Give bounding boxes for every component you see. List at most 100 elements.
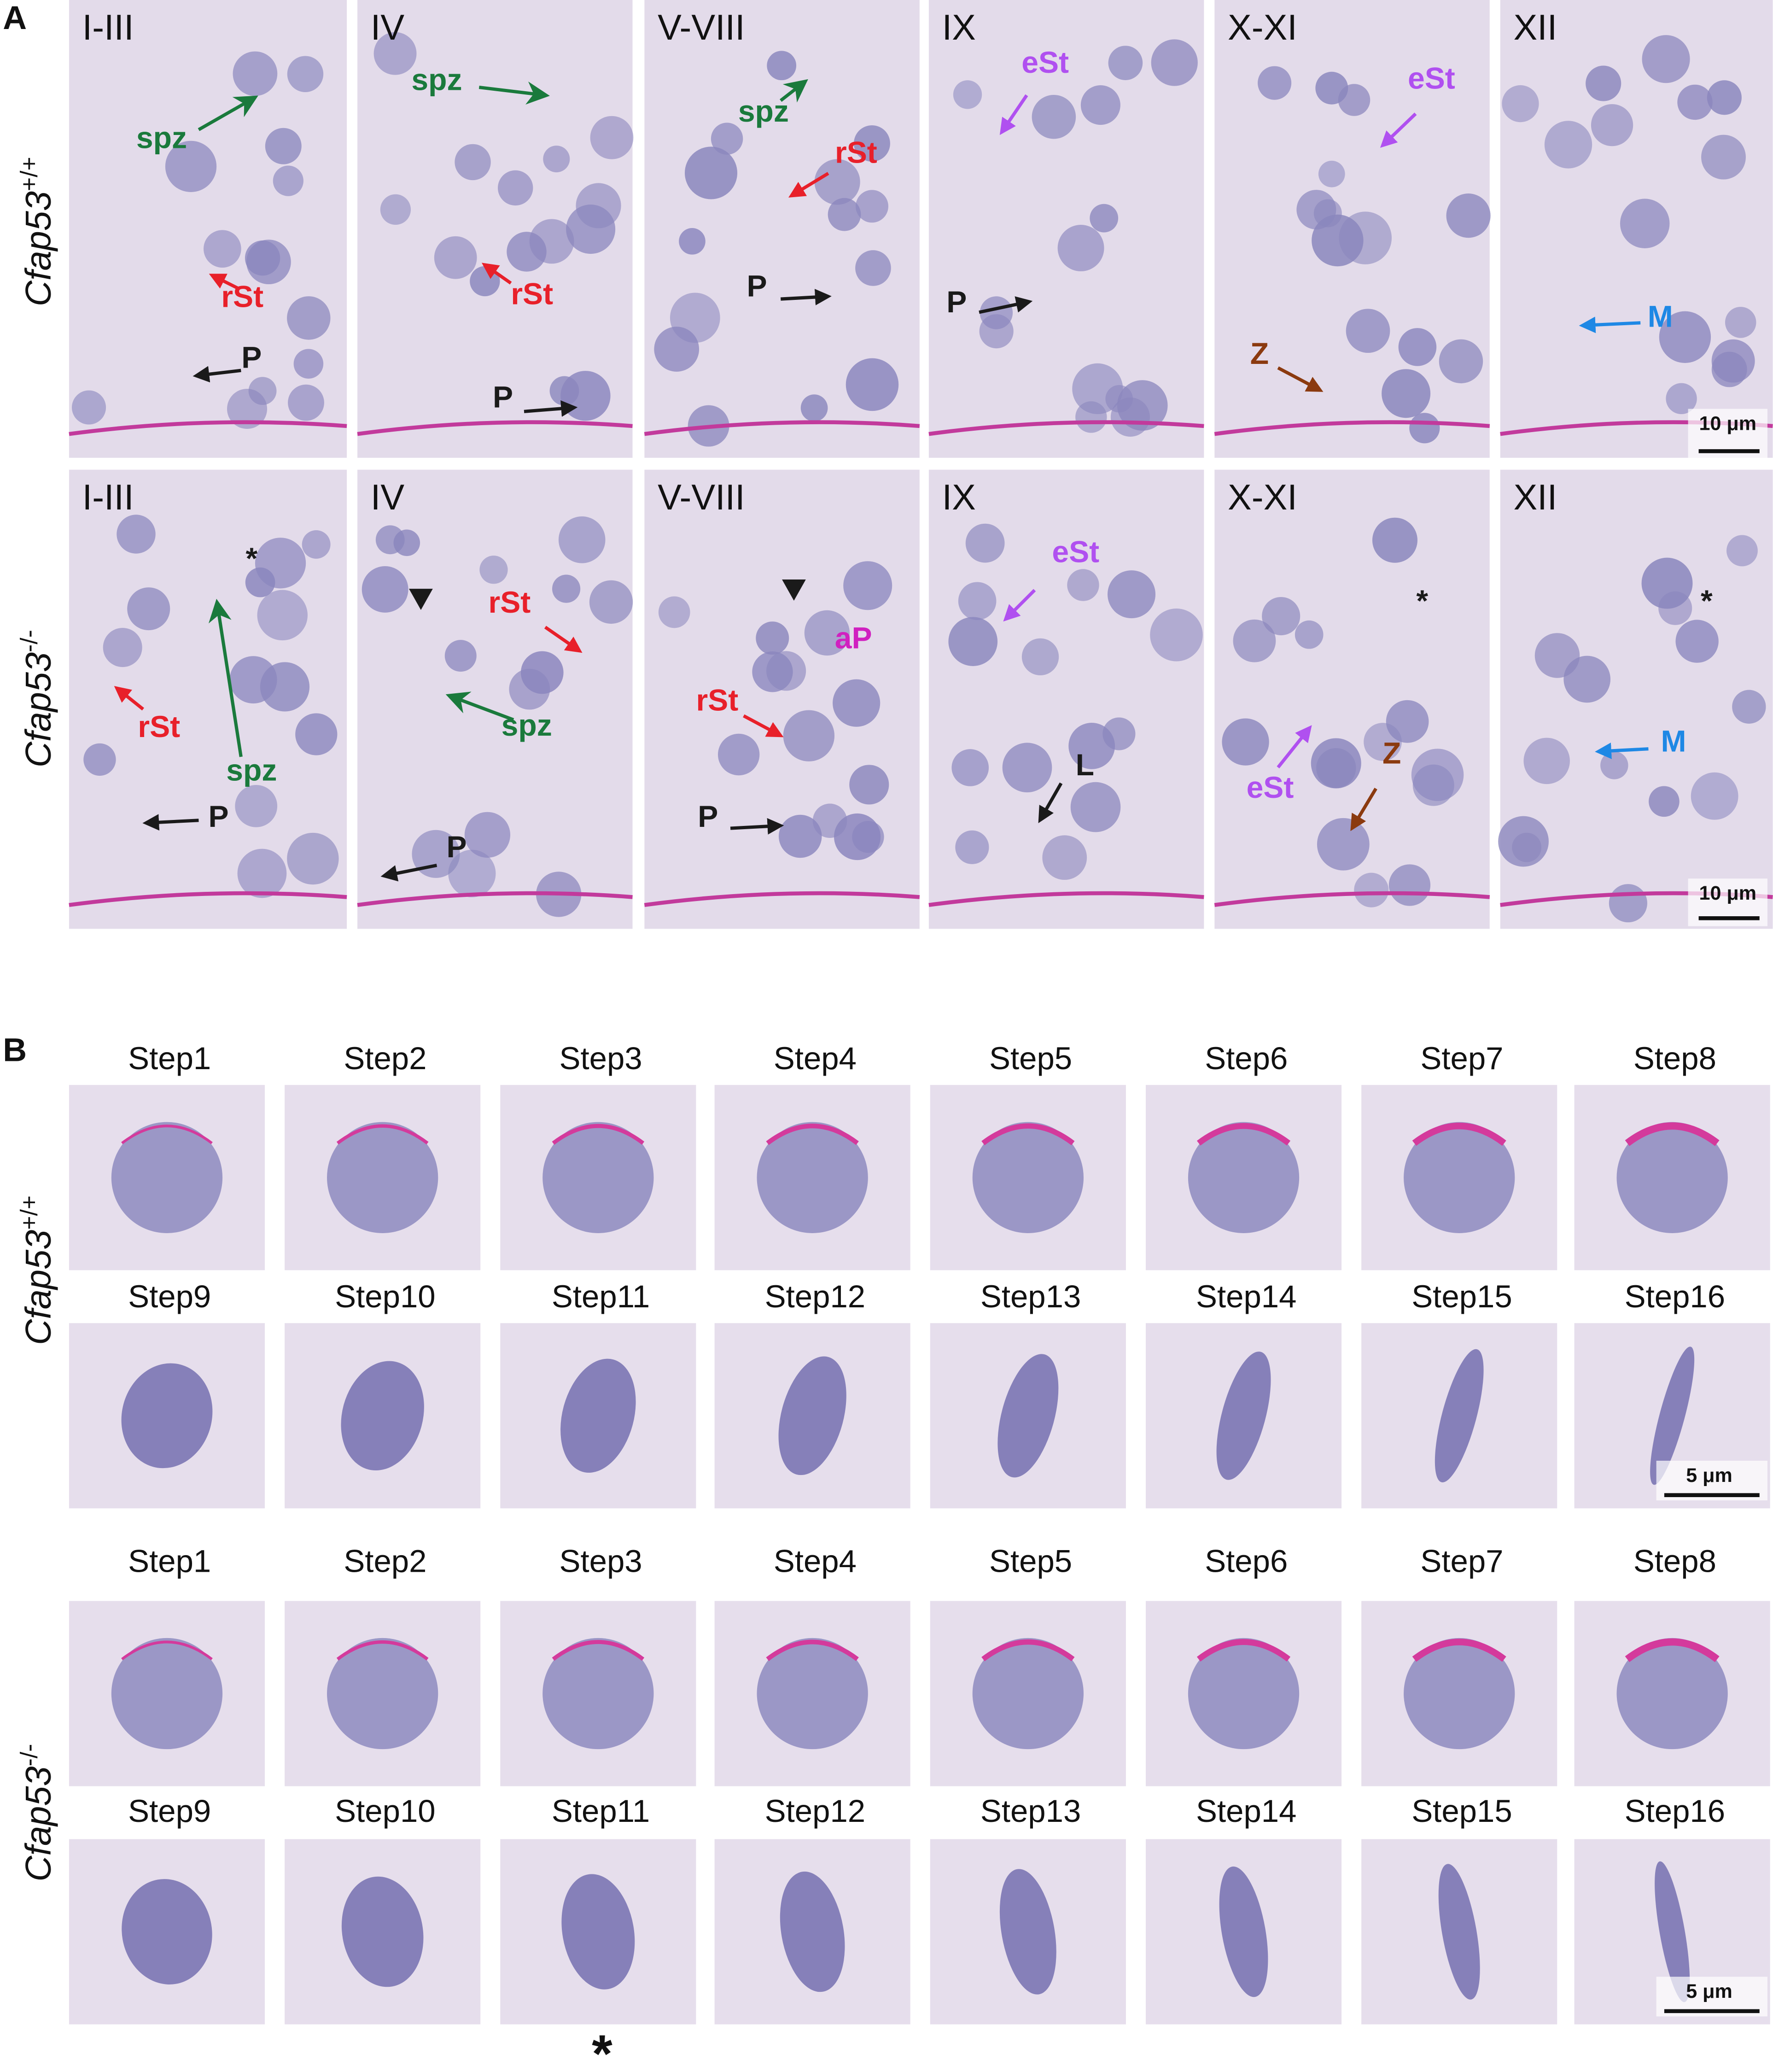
nucleus: [1107, 570, 1156, 619]
scale-bar-label: 10 μm: [1699, 412, 1757, 434]
step-label: Step9: [128, 1279, 211, 1314]
nucleus: [1642, 35, 1690, 83]
nucleus: [1404, 1122, 1515, 1233]
nucleus: [237, 849, 287, 898]
stage-label: IX: [942, 8, 976, 47]
nucleus: [800, 394, 828, 421]
step-label: Step4: [774, 1543, 857, 1579]
genotype-superscript: -/-: [16, 1744, 42, 1767]
annotation: rSt: [835, 135, 877, 169]
acrosome: [336, 1640, 429, 1661]
nucleus: [560, 371, 611, 421]
genotype-label: Cfap53-/-: [16, 1744, 58, 1882]
nucleus: [111, 1122, 223, 1233]
acrosome: [981, 1639, 1075, 1662]
arrow: [1595, 743, 1649, 759]
nucleus: [1070, 782, 1121, 832]
acrosome: [552, 1124, 645, 1145]
nucleus: [1398, 328, 1437, 366]
nucleus: [1295, 620, 1324, 649]
nucleus: [1586, 65, 1621, 101]
nucleus: [246, 240, 291, 285]
nucleus: [658, 596, 690, 628]
nucleus: [103, 628, 142, 667]
basement-membrane: [69, 420, 347, 436]
arrow: [1277, 366, 1324, 392]
nucleus: [1315, 71, 1348, 105]
arrow: [780, 79, 808, 103]
acrosome: [336, 1124, 429, 1145]
step-label: Step10: [335, 1279, 435, 1314]
basement-membrane: [357, 891, 633, 907]
nucleus: [955, 830, 989, 864]
nucleus: [1616, 1122, 1728, 1233]
nucleus: [1439, 339, 1483, 384]
annotation: rSt: [138, 709, 180, 743]
nucleus: [1409, 413, 1440, 444]
annotation: P: [747, 269, 767, 303]
step-label: Step8: [1633, 1543, 1716, 1579]
nucleus: [165, 140, 217, 193]
arrow: [192, 366, 241, 383]
nucleus: [853, 125, 890, 162]
nucleus: [273, 165, 303, 196]
nucleus: [412, 830, 460, 878]
nucleus: [972, 1122, 1084, 1233]
nucleus: [560, 1358, 636, 1473]
acrosome: [1196, 1639, 1291, 1662]
arrow: [1380, 112, 1417, 148]
basement-membrane: [69, 891, 347, 907]
nucleus: [293, 349, 324, 379]
nucleus: [1311, 738, 1361, 789]
step-label: Step2: [344, 1041, 426, 1076]
stage-label: I-III: [82, 478, 134, 517]
step-label: Step6: [1205, 1041, 1288, 1076]
step-label: Step11: [552, 1793, 650, 1829]
step-label: Step7: [1420, 1543, 1503, 1579]
step-label: Step16: [1625, 1279, 1725, 1314]
step-label: Step15: [1411, 1793, 1512, 1829]
nucleus: [812, 803, 847, 838]
nucleus: [561, 1874, 635, 1990]
annotation: *: [1701, 584, 1713, 618]
nucleus: [1354, 872, 1389, 907]
nucleus: [265, 128, 302, 164]
nucleus: [972, 1638, 1084, 1750]
acrosome: [552, 1640, 645, 1661]
nucleus: [204, 230, 241, 268]
nucleus: [1032, 94, 1076, 139]
nucleus: [997, 1354, 1059, 1478]
acrosome: [766, 1639, 859, 1661]
nucleus: [235, 784, 278, 827]
nucleus: [1067, 569, 1099, 601]
acrosome: [981, 1123, 1075, 1146]
nucleus: [1534, 633, 1580, 678]
step-label: Step16: [1625, 1793, 1725, 1829]
arrow: [1277, 725, 1312, 769]
arrow: [142, 814, 199, 831]
nucleus: [341, 1361, 424, 1471]
nucleus: [542, 1122, 654, 1233]
nucleus: [1021, 638, 1059, 676]
nucleus: [509, 668, 550, 710]
stage-label: X-XI: [1228, 478, 1297, 517]
arrow: [481, 263, 512, 285]
nucleus: [1388, 864, 1431, 906]
nucleus: [1725, 307, 1756, 338]
stage-label: XII: [1513, 478, 1557, 517]
annotation: *: [1416, 584, 1428, 618]
annotation: spz: [226, 753, 277, 787]
nucleus: [479, 556, 508, 584]
nucleus: [856, 190, 888, 223]
annotation: Z: [1250, 336, 1269, 370]
nucleus: [111, 1638, 223, 1750]
nucleus: [260, 662, 310, 712]
nucleus: [1404, 1638, 1515, 1750]
annotation: Z: [1382, 736, 1401, 770]
gene: Cfap53: [19, 1766, 58, 1881]
nucleus: [1701, 135, 1746, 180]
nucleus: [590, 116, 634, 159]
gene: Cfap53: [19, 652, 58, 767]
nucleus: [1042, 835, 1087, 880]
